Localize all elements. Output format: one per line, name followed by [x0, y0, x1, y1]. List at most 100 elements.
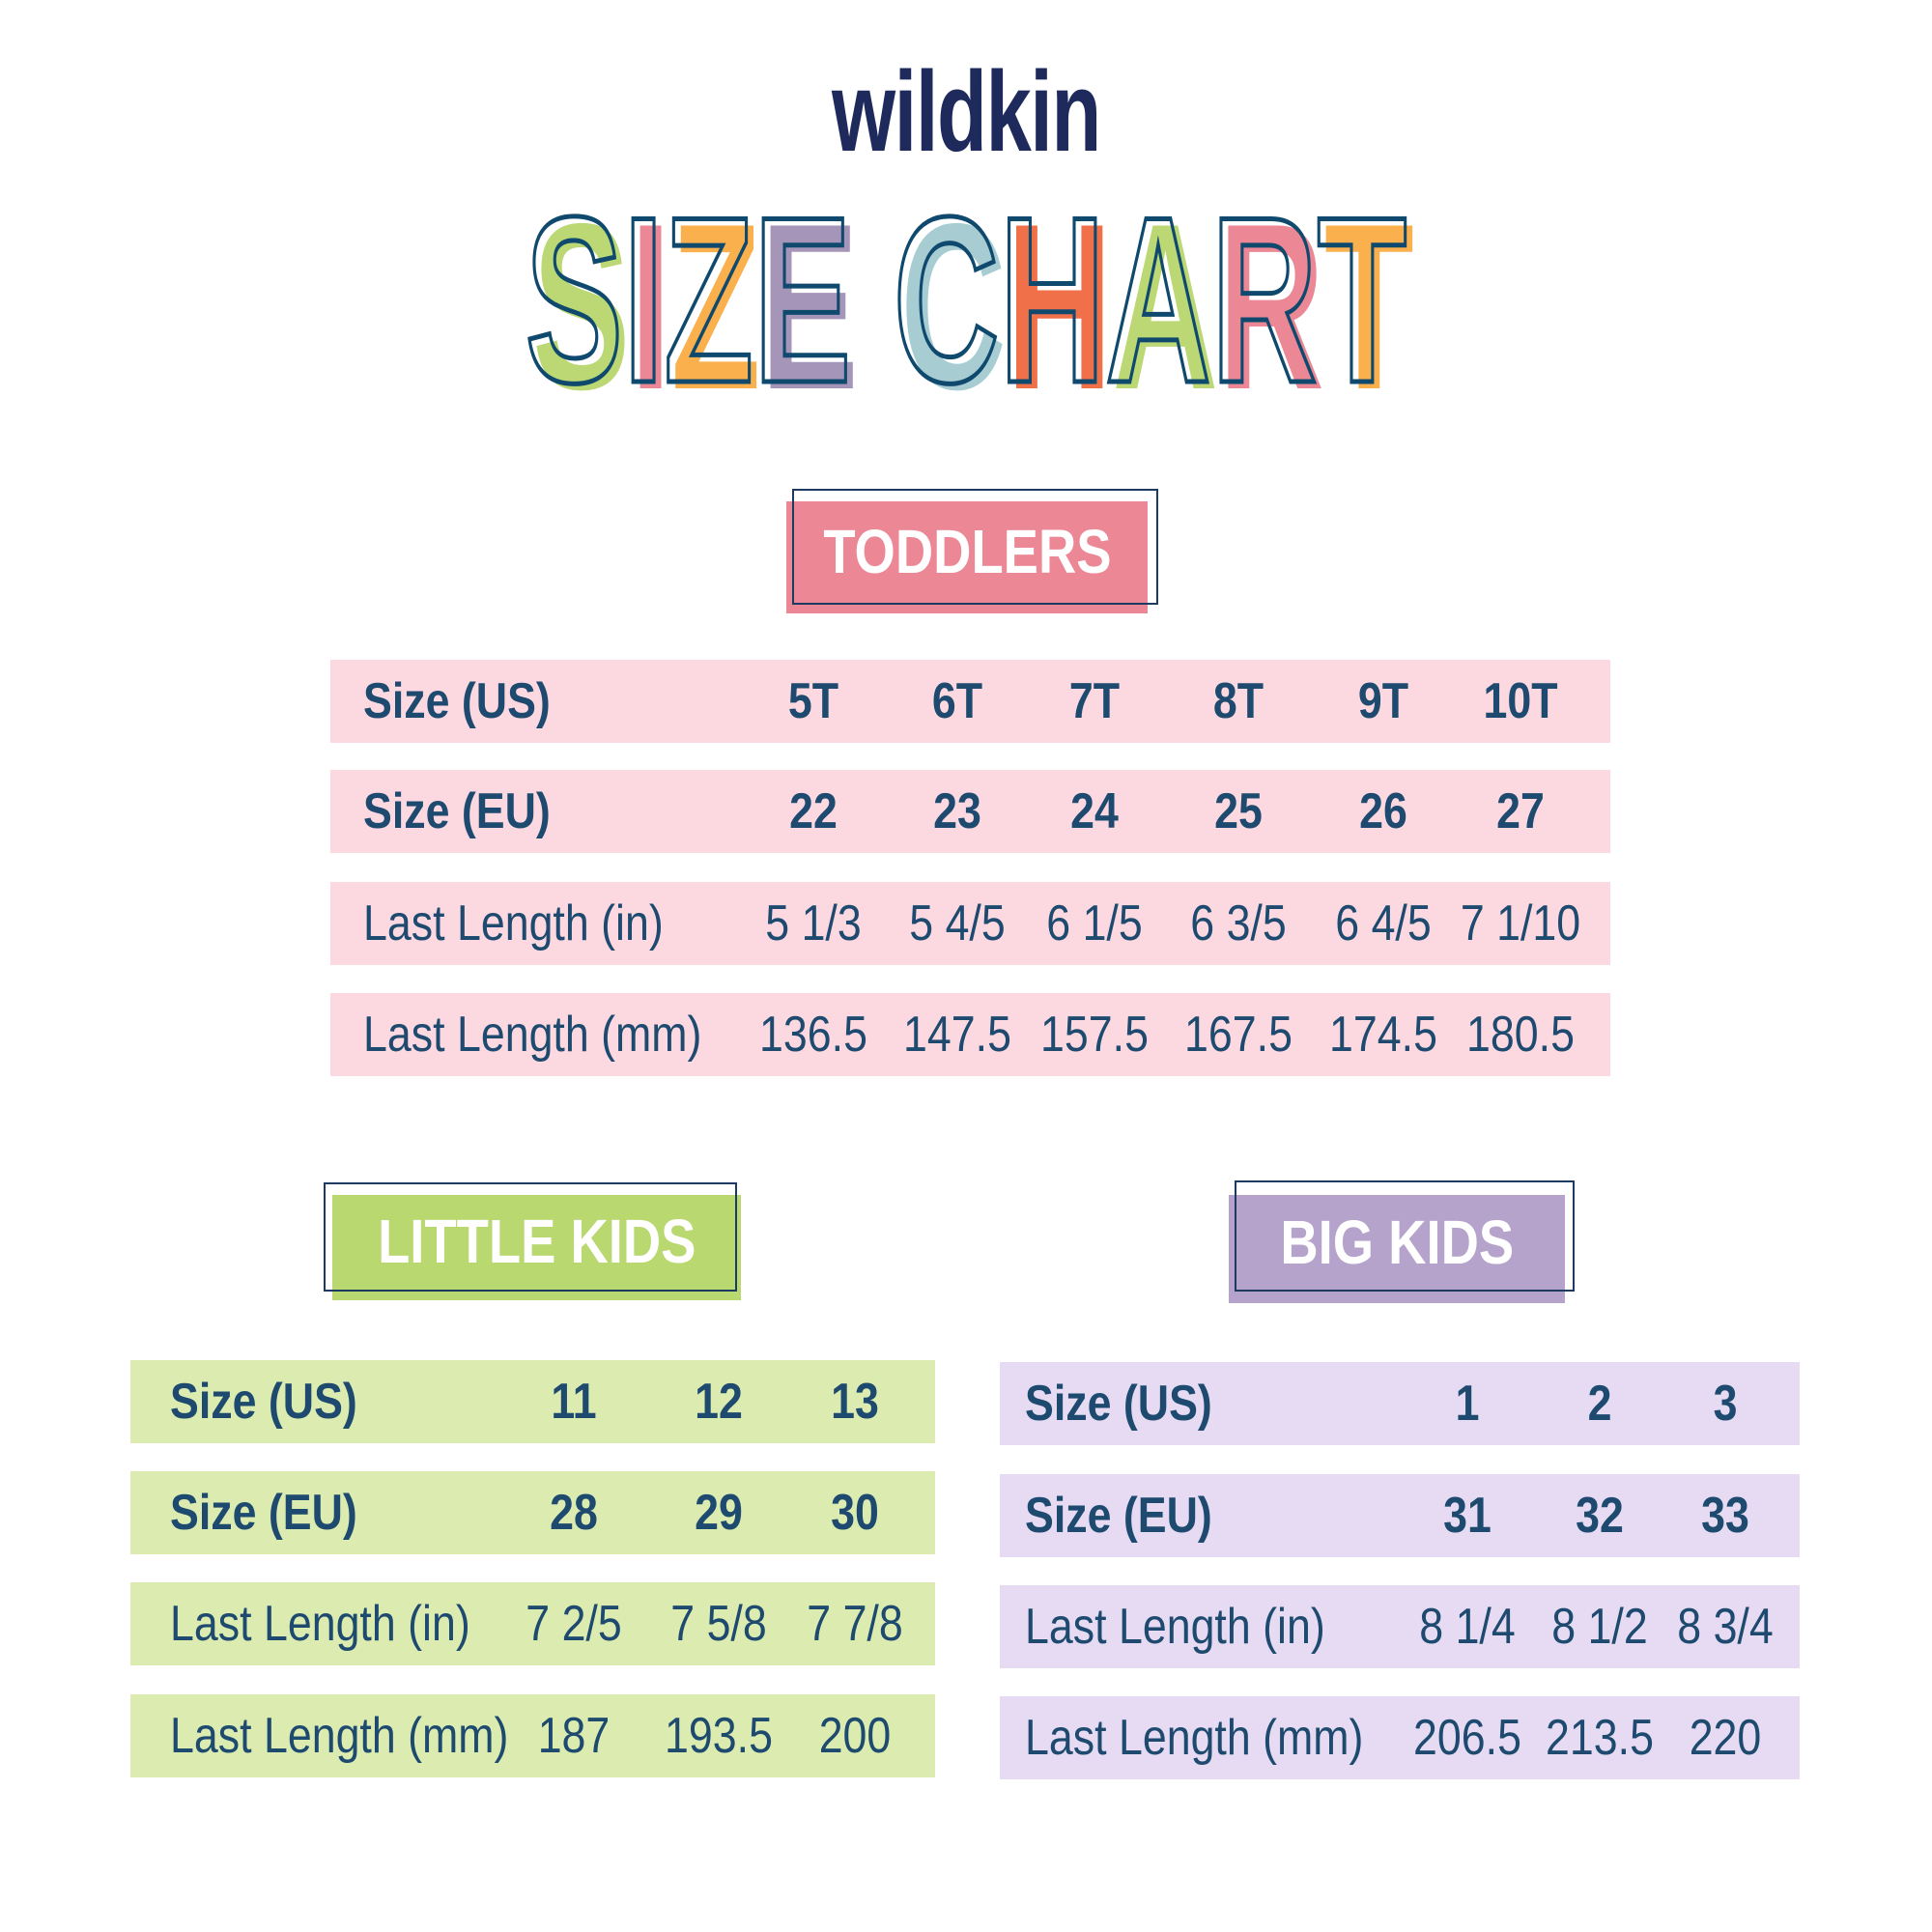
brand-logo: wildkin	[832, 48, 1101, 176]
title-letter-outline: H	[998, 167, 1107, 432]
cell-value: 29	[695, 1485, 743, 1541]
cell-value: 6 3/5	[1190, 895, 1287, 952]
table-cell: 8 1/4	[1411, 1585, 1523, 1668]
toddlers-heading: TODDLERS	[786, 521, 1148, 582]
big-kids-table-row: Last Length (in) 8 1/4 8 1/2 8 3/4	[1000, 1585, 1800, 1668]
row-label-text: Size (US)	[170, 1374, 357, 1430]
cell-value: 24	[1070, 783, 1119, 839]
row-label-text: Last Length (in)	[1025, 1599, 1325, 1655]
cell-value: 27	[1496, 783, 1545, 839]
cell-value: 180.5	[1466, 1007, 1575, 1063]
table-cell: 29	[691, 1471, 747, 1554]
table-cell: 13	[827, 1360, 883, 1443]
table-cell: 5T	[784, 660, 843, 743]
table-cell: 31	[1439, 1474, 1495, 1557]
big-kids-badge-outline	[1235, 1180, 1575, 1292]
table-cell: 220	[1684, 1696, 1768, 1779]
row-label-text: Last Length (mm)	[170, 1708, 509, 1764]
cell-value: 10T	[1483, 673, 1558, 729]
little-kids-badge-fill	[332, 1195, 741, 1300]
table-cell: 5 4/5	[901, 882, 1013, 965]
cell-value: 9T	[1357, 673, 1409, 729]
little-kids-table-row: Size (EU) 28 29 30	[130, 1471, 935, 1554]
big-kids-table-row: Last Length (mm) 206.5 213.5 220	[1000, 1696, 1800, 1779]
little-kids-table-row: Size (US) 11 12 13	[130, 1360, 935, 1443]
table-cell: 1	[1454, 1362, 1482, 1445]
row-label-text: Last Length (in)	[363, 895, 664, 952]
heading-text: TODDLERS	[822, 516, 1112, 586]
table-cell: 187	[532, 1694, 616, 1777]
title-letter-fill: E	[760, 174, 859, 439]
table-cell: 8 1/2	[1544, 1585, 1656, 1668]
table-cell: 11	[548, 1360, 601, 1443]
table-cell: 7 1/10	[1451, 882, 1591, 965]
table-cell: 26	[1355, 770, 1411, 853]
table-cell: 12	[691, 1360, 747, 1443]
table-cell: 32	[1572, 1474, 1628, 1557]
table-cell: 27	[1492, 770, 1548, 853]
cell-value: 8 3/4	[1677, 1599, 1774, 1655]
row-label: Last Length (mm)	[1025, 1696, 1419, 1779]
table-cell: 206.5	[1405, 1696, 1530, 1779]
cell-value: 8 1/2	[1551, 1599, 1648, 1655]
row-label: Last Length (in)	[363, 882, 712, 965]
cell-value: 13	[831, 1374, 879, 1430]
heading-text: BIG KIDS	[1280, 1207, 1514, 1277]
table-cell: 147.5	[895, 993, 1020, 1076]
table-cell: 136.5	[751, 993, 876, 1076]
row-label-text: Size (EU)	[170, 1485, 357, 1541]
row-label-text: Size (EU)	[1025, 1488, 1212, 1544]
table-cell: 23	[929, 770, 985, 853]
row-label-text: Size (US)	[1025, 1376, 1212, 1432]
table-cell: 6 4/5	[1327, 882, 1439, 965]
table-cell: 6 3/5	[1182, 882, 1294, 965]
table-cell: 6T	[928, 660, 987, 743]
toddlers-table-row: Last Length (in) 5 1/3 5 4/5 6 1/5 6 3/5 6 4/…	[330, 882, 1610, 965]
cell-value: 32	[1576, 1488, 1624, 1544]
row-label: Size (EU)	[363, 770, 581, 853]
cell-value: 12	[695, 1374, 743, 1430]
table-cell: 9T	[1354, 660, 1413, 743]
table-cell: 22	[785, 770, 841, 853]
title-letter-outline: A	[1104, 167, 1213, 432]
title-letter-fill: T	[1323, 174, 1414, 439]
row-label: Last Length (mm)	[363, 993, 757, 1076]
cell-value: 3	[1713, 1376, 1738, 1432]
row-label-text: Last Length (mm)	[363, 1007, 702, 1063]
cell-value: 28	[550, 1485, 598, 1541]
cell-value: 6 4/5	[1335, 895, 1432, 952]
cell-value: 136.5	[759, 1007, 867, 1063]
cell-value: 5 1/3	[765, 895, 862, 952]
toddlers-badge-fill	[786, 501, 1148, 613]
cell-value: 25	[1214, 783, 1263, 839]
table-cell: 2	[1586, 1362, 1614, 1445]
row-label: Size (EU)	[1025, 1474, 1242, 1557]
row-label: Last Length (in)	[170, 1582, 519, 1665]
cell-value: 7 5/8	[670, 1596, 767, 1652]
toddlers-table-row: Size (US) 5T 6T 7T 8T 9T 10T	[330, 660, 1610, 743]
row-label: Size (US)	[1025, 1362, 1242, 1445]
row-label: Last Length (mm)	[170, 1694, 564, 1777]
big-kids-heading: BIG KIDS	[1229, 1211, 1565, 1273]
cell-value: 6T	[931, 673, 983, 729]
row-label: Size (US)	[170, 1360, 387, 1443]
cell-value: 31	[1443, 1488, 1492, 1544]
cell-value: 8T	[1212, 673, 1264, 729]
title-letter-outline: S	[524, 167, 624, 432]
table-cell: 5 1/3	[757, 882, 869, 965]
table-cell: 30	[827, 1471, 883, 1554]
cell-value: 23	[933, 783, 981, 839]
title-letter-fill: Z	[670, 174, 761, 439]
table-cell: 167.5	[1176, 993, 1301, 1076]
cell-value: 2	[1587, 1376, 1612, 1432]
title-letter-fill: A	[1112, 174, 1219, 439]
cell-value: 174.5	[1329, 1007, 1437, 1063]
little-kids-table-row: Last Length (mm) 187 193.5 200	[130, 1694, 935, 1777]
